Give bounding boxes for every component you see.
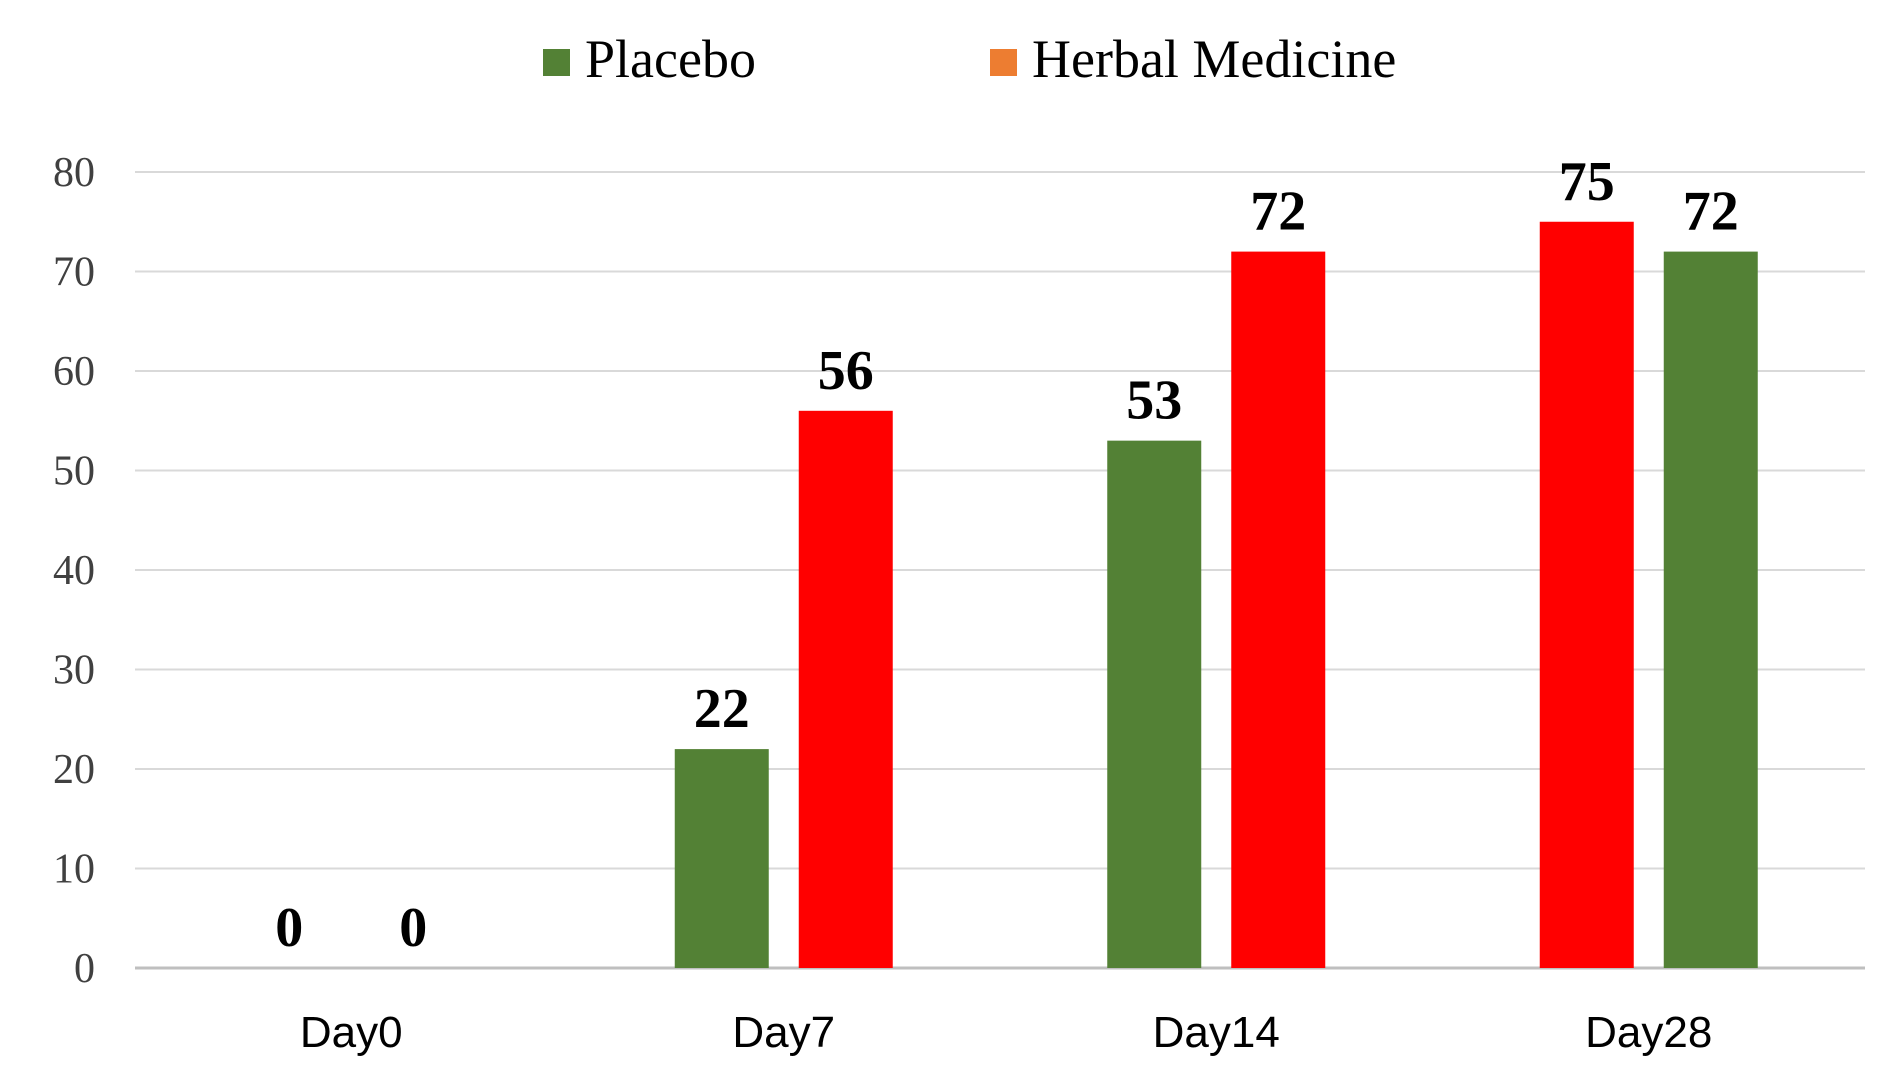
y-tick-label-30: 30	[53, 648, 95, 694]
data-label-placebo-day7: 22	[694, 678, 750, 740]
data-label-herbal-medicine-day0: 0	[399, 897, 427, 959]
bar-herbal-medicine-day28	[1539, 221, 1634, 968]
x-axis-category-labels: Day0 Day7 Day14 Day28	[300, 1008, 1712, 1057]
data-label-herbal-medicine-day7: 56	[818, 340, 874, 402]
bar-herbal-medicine-day7	[798, 410, 893, 968]
data-labels: 0 0 22 56 53 72 75 72	[275, 151, 1739, 959]
legend-swatch-herbal-medicine	[990, 49, 1017, 76]
y-tick-label-10: 10	[53, 847, 95, 893]
y-tick-label-80: 80	[53, 150, 95, 196]
y-tick-label-40: 40	[53, 548, 95, 594]
legend-swatch-placebo	[543, 49, 570, 76]
data-label-herbal-medicine-day28: 75	[1559, 151, 1615, 213]
y-tick-label-0: 0	[74, 946, 95, 992]
x-tick-label-day7: Day7	[732, 1008, 835, 1057]
data-label-placebo-day28: 72	[1683, 181, 1739, 243]
bars	[674, 221, 1758, 969]
y-tick-label-60: 60	[53, 349, 95, 395]
data-label-placebo-day0: 0	[275, 897, 303, 959]
data-label-placebo-day14: 53	[1126, 370, 1182, 432]
y-axis-tick-labels: 0 10 20 30 40 50 60 70 80	[53, 150, 95, 992]
legend-label-herbal-medicine: Herbal Medicine	[1032, 29, 1396, 89]
legend-label-placebo: Placebo	[585, 29, 756, 89]
y-tick-label-20: 20	[53, 747, 95, 793]
bar-herbal-medicine-day14	[1231, 251, 1326, 969]
bar-placebo-day28	[1663, 251, 1758, 969]
x-tick-label-day0: Day0	[300, 1008, 403, 1057]
bar-placebo-day7	[674, 749, 769, 968]
bar-placebo-day14	[1107, 440, 1202, 968]
y-tick-label-70: 70	[53, 250, 95, 296]
y-tick-label-50: 50	[53, 449, 95, 495]
data-label-herbal-medicine-day14: 72	[1250, 181, 1306, 243]
x-tick-label-day28: Day28	[1585, 1008, 1712, 1057]
x-tick-label-day14: Day14	[1153, 1008, 1280, 1057]
legend: Placebo Herbal Medicine	[543, 29, 1396, 89]
